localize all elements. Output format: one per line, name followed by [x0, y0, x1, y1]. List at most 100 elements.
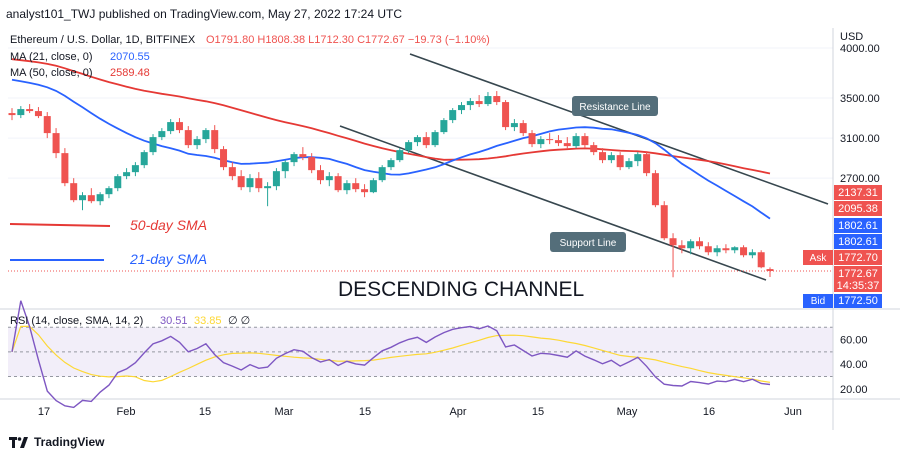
- symbol-line: Ethereum / U.S. Dollar, 1D, BITFINEX: [10, 34, 196, 46]
- candle-59: [528, 130, 536, 148]
- rsi-sma-line: [11, 325, 771, 383]
- candle-45: [405, 140, 413, 154]
- candle-11: [105, 186, 113, 199]
- resistance-line: [409, 53, 829, 205]
- candle-14: [131, 162, 139, 177]
- time-tick-7: May: [617, 406, 638, 418]
- tradingview-logo[interactable]: TradingView: [8, 434, 104, 450]
- rsi-tick-0: 60.00: [840, 335, 868, 347]
- candle-40: [361, 184, 369, 198]
- ma50-value: 2589.48: [110, 67, 150, 79]
- candle-83: [740, 245, 748, 258]
- rsi-tick-2: 20.00: [840, 384, 868, 396]
- rsi-sma-value: 33.85: [194, 315, 222, 327]
- candle-26: [237, 170, 245, 191]
- chart-legend: Ethereum / U.S. Dollar, 1D, BITFINEX O17…: [10, 34, 490, 79]
- price-axis[interactable]: 4000.00 3500.00 3100.00 2700.00: [840, 43, 880, 185]
- candle-72: [643, 151, 651, 177]
- candle-34: [308, 153, 316, 174]
- candle-46: [413, 135, 421, 147]
- candle-49: [440, 118, 448, 135]
- time-axis[interactable]: 17 Feb 15 Mar 15 Apr 15 May 16 Jun: [38, 406, 802, 418]
- candle-51: [458, 102, 466, 115]
- sma21-annotation: 21-day SMA: [129, 251, 207, 267]
- candle-70: [625, 158, 633, 170]
- candle-24: [220, 146, 228, 171]
- price-chart[interactable]: Ethereum / U.S. Dollar, 1D, BITFINEX O17…: [0, 28, 900, 430]
- candle-67: [599, 148, 607, 164]
- ohlc-line: O1791.80 H1808.38 L1712.30 C1772.67 −19.…: [206, 34, 490, 46]
- candle-80: [713, 245, 721, 257]
- rsi-axis: 60.00 40.00 20.00: [840, 335, 868, 396]
- candle-64: [572, 133, 580, 149]
- currency-label: USD: [840, 31, 863, 43]
- support-label: Support Line: [560, 238, 617, 249]
- ma50-label: MA (50, close, 0): [10, 67, 93, 79]
- candle-25: [228, 162, 236, 181]
- tradingview-wordmark: TradingView: [34, 435, 105, 449]
- candle-5: [52, 128, 60, 159]
- candle-63: [563, 137, 571, 150]
- publish-header: analyst101_TWJ published on TradingView.…: [0, 0, 900, 28]
- last-price: 1772.67: [838, 268, 878, 280]
- candle-32: [290, 152, 298, 167]
- rsi-band: [8, 327, 833, 377]
- ma21-label: MA (21, close, 0): [10, 51, 93, 63]
- candle-75: [669, 233, 677, 278]
- candle-28: [255, 172, 263, 193]
- candle-6: [61, 148, 69, 187]
- candle-1: [17, 106, 25, 119]
- candle-19: [175, 118, 183, 134]
- rsi-value: 30.51: [160, 315, 188, 327]
- price-tick-1: 3500.00: [840, 93, 880, 105]
- candle-58: [519, 120, 527, 137]
- tag-1802-b: 1802.61: [838, 236, 878, 248]
- time-tick-5: Apr: [449, 406, 466, 418]
- candle-82: [731, 246, 739, 254]
- candle-35: [316, 165, 324, 185]
- price-tags: 2137.31 2095.38 1802.61 1802.61 Ask 1772…: [803, 185, 882, 308]
- candle-42: [378, 165, 386, 183]
- tag-2095: 2095.38: [838, 203, 878, 215]
- candle-22: [202, 128, 210, 144]
- candle-36: [325, 172, 333, 187]
- candle-56: [502, 100, 510, 131]
- time-tick-3: Mar: [275, 406, 294, 418]
- candle-38: [343, 180, 351, 195]
- candle-79: [704, 242, 712, 256]
- candle-4: [43, 112, 51, 139]
- bid-label: Bid: [811, 296, 825, 307]
- candle-41: [369, 178, 377, 194]
- candle-78: [695, 237, 703, 250]
- candle-17: [158, 128, 166, 141]
- price-tick-0: 4000.00: [840, 43, 880, 55]
- candle-73: [651, 170, 659, 208]
- candle-66: [590, 142, 598, 156]
- candle-55: [493, 91, 501, 106]
- candle-53: [475, 95, 483, 108]
- candle-57: [510, 119, 518, 132]
- candle-81: [722, 244, 730, 254]
- tag-2137: 2137.31: [838, 187, 878, 199]
- time-tick-9: Jun: [784, 406, 802, 418]
- candle-60: [537, 136, 545, 149]
- candle-52: [466, 98, 474, 111]
- candle-84: [748, 249, 756, 259]
- rsi-lines: [11, 300, 771, 409]
- candle-39: [352, 178, 360, 193]
- candle-3: [34, 107, 42, 119]
- candle-12: [114, 174, 122, 192]
- candle-37: [334, 173, 342, 193]
- rsi-extra: ∅ ∅: [228, 315, 250, 327]
- ask-price: 1772.70: [838, 252, 878, 264]
- rsi-tick-1: 40.00: [840, 359, 868, 371]
- candle-30: [272, 168, 280, 191]
- candle-69: [616, 152, 624, 171]
- candle-33: [299, 147, 307, 161]
- candle-31: [281, 160, 289, 179]
- candle-61: [546, 133, 554, 145]
- rsi-line: [11, 300, 771, 409]
- candle-47: [422, 132, 430, 149]
- rsi-label: RSI (14, close, SMA, 14, 2): [10, 315, 143, 327]
- candle-85: [757, 250, 765, 269]
